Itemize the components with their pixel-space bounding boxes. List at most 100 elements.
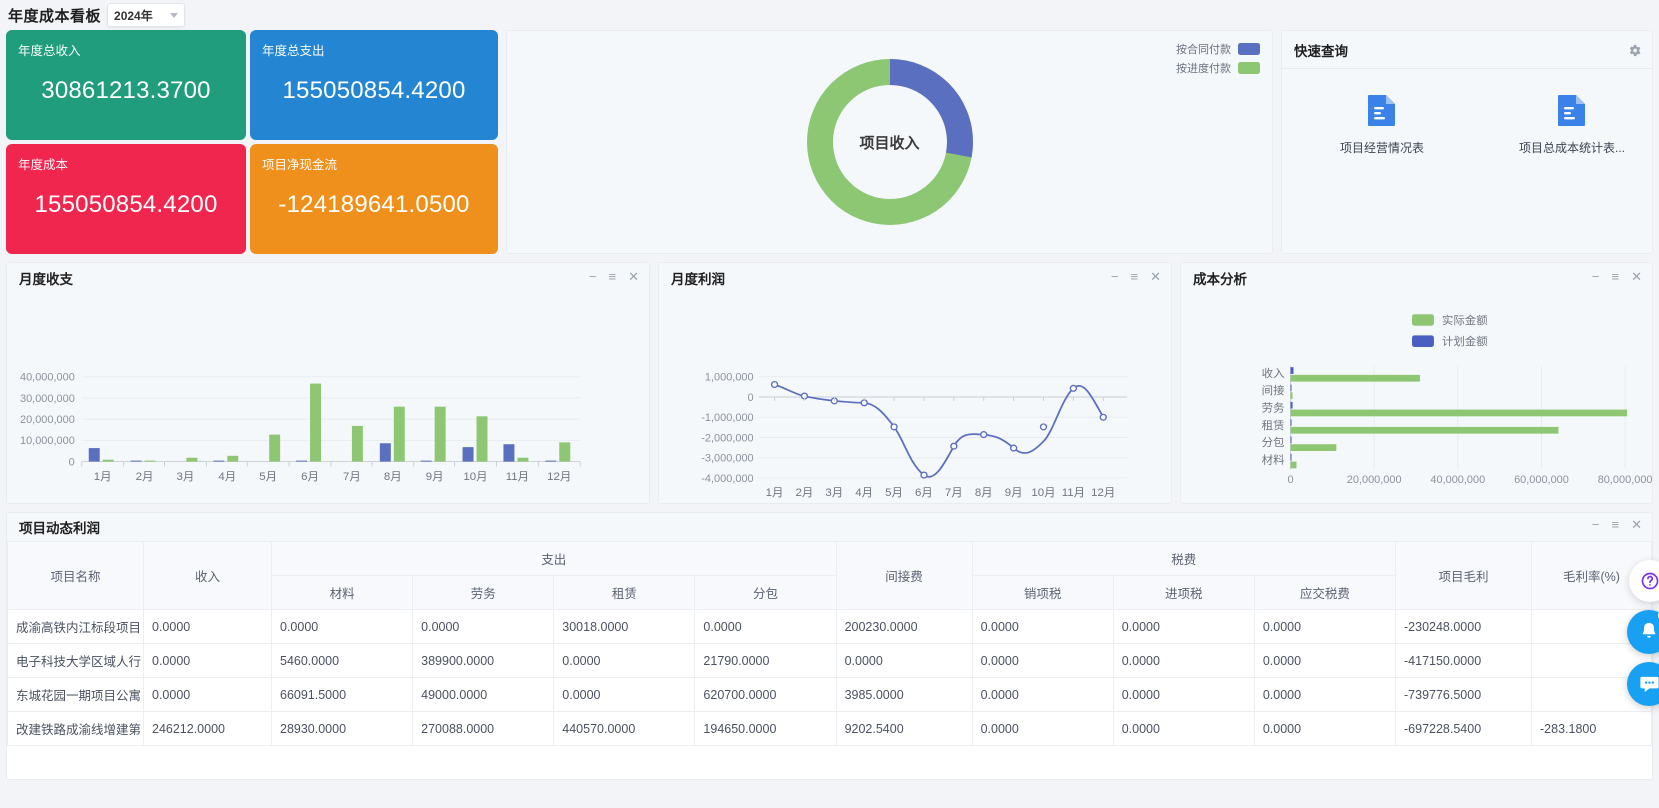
project-income-donut-panel: 按合同付款 按进度付款 项目收入 [506,30,1273,254]
svg-text:7月: 7月 [343,471,361,483]
quick-query-item-0[interactable]: 项目经营情况表 [1322,93,1442,156]
monthly-io-body: 40,000,000 30,000,000 20,000,000 10,000,… [7,293,649,503]
svg-text:8月: 8月 [384,471,402,483]
cell-labor: 49000.0000 [412,677,555,712]
profit-line-path [774,383,1105,478]
col-income[interactable]: 收入 [143,541,272,610]
col-input-tax[interactable]: 进项税 [1112,575,1255,610]
kpi-label: 年度成本 [18,158,69,172]
legend-item-progress[interactable]: 按进度付款 [1176,58,1260,77]
dynamic-profit-header: 项目动态利润 [7,513,1652,541]
svg-text:20,000,000: 20,000,000 [1347,474,1402,486]
svg-text:2月: 2月 [796,487,814,499]
monthly-io-header: 月度收支 [7,263,649,293]
cost-analysis-panel: 成本分析 − ≡ ✕ 实际金额 计划金额 [1180,262,1653,504]
quick-query-item-1[interactable]: 项目总成本统计表... [1512,93,1632,156]
minimize-icon[interactable]: − [1110,269,1119,284]
cell-project-name: 东城花园一期项目公寓 [7,677,144,712]
cell-income: 0.0000 [143,609,272,644]
menu-icon[interactable]: ≡ [1611,517,1620,532]
quick-query-item-label: 项目经营情况表 [1339,141,1424,155]
table-row[interactable]: 电子科技大学区域人行 0.0000 5460.0000 389900.0000 … [7,643,1652,678]
legend-swatch [1238,61,1260,74]
svg-text:4月: 4月 [855,487,873,499]
close-icon[interactable]: ✕ [628,269,639,284]
minimize-icon[interactable]: − [1591,269,1600,284]
gear-icon[interactable] [1627,43,1642,60]
table-row[interactable]: 改建铁路成渝线增建第 246212.0000 28930.0000 270088… [7,711,1652,746]
bell-icon[interactable] [1627,610,1659,654]
col-project-name[interactable]: 项目名称 [7,541,144,610]
donut-center-label: 项目收入 [859,134,920,152]
monthly-profit-chart[interactable]: 1,000,000 0 -1,000,000 -2,000,000 -3,000… [659,293,1171,503]
kpi-value: -124189641.0500 [278,191,470,218]
year-select[interactable]: 2024年 [107,3,186,27]
svg-text:8月: 8月 [975,487,993,499]
close-icon[interactable]: ✕ [1150,269,1161,284]
col-material[interactable]: 材料 [270,575,414,610]
quick-query-item-label: 项目总成本统计表... [1518,141,1625,155]
table-row[interactable]: 成渝高铁内江标段项目 0.0000 0.0000 0.0000 30018.00… [7,609,1652,644]
kpi-label: 年度总支出 [262,44,325,58]
quick-query-items: 项目经营情况表 项目总成本统计表... [1282,69,1652,156]
close-icon[interactable]: ✕ [1631,517,1642,532]
kpi-grid: 年度总收入 30861213.3700 年度总支出 155050854.4200… [6,30,498,254]
table-header: 项目名称 收入 支出 间接费 税费 项目毛利 毛利率(%) 材料 劳务 租赁 分… [7,541,1652,610]
panel-tools: − ≡ ✕ [1592,518,1642,531]
floating-widgets [1627,560,1659,706]
monthly-io-chart[interactable]: 40,000,000 30,000,000 20,000,000 10,000,… [7,293,649,503]
table-row[interactable]: 东城花园一期项目公寓 0.0000 66091.5000 49000.0000 … [7,677,1652,712]
kpi-card-annual-cost[interactable]: 年度成本 155050854.4200 [6,144,246,254]
cell-income: 0.0000 [143,643,272,678]
kpi-card-annual-expense[interactable]: 年度总支出 155050854.4200 [250,30,498,140]
cell-payable-tax: 0.0000 [1253,643,1397,678]
donut-slice-contract[interactable] [806,59,973,225]
dynamic-profit-title: 项目动态利润 [19,521,100,536]
panel-tools: − ≡ ✕ [1111,270,1161,283]
menu-icon[interactable]: ≡ [608,269,617,284]
quick-query-title: 快速查询 [1294,43,1348,59]
cell-input-tax: 0.0000 [1112,677,1255,712]
menu-icon[interactable]: ≡ [1611,269,1620,284]
kpi-value: 155050854.4200 [34,191,218,218]
col-subcontract[interactable]: 分包 [694,575,837,610]
col-group-tax: 税费 [971,541,1397,576]
svg-text:6月: 6月 [915,487,933,499]
svg-text:11月: 11月 [506,471,529,483]
cell-subcontract: 21790.0000 [694,643,837,678]
col-gross-profit[interactable]: 项目毛利 [1395,541,1532,610]
chat-bubble-icon[interactable] [1627,662,1659,706]
close-icon[interactable]: ✕ [1631,269,1642,284]
kpi-card-annual-income[interactable]: 年度总收入 30861213.3700 [6,30,246,140]
donut-chart: 项目收入 [507,31,1272,253]
cell-indirect: 9202.5400 [835,711,973,746]
col-payable-tax[interactable]: 应交税费 [1253,575,1397,610]
legend-item-contract[interactable]: 按合同付款 [1176,39,1260,58]
cost-analysis-chart[interactable]: 实际金额 计划金额 收入 间接 劳务 租赁 [1181,293,1652,503]
monthly-profit-title: 月度利润 [671,272,725,287]
svg-text:10月: 10月 [1031,487,1055,499]
col-labor[interactable]: 劳务 [412,575,555,610]
svg-text:分包: 分包 [1262,436,1285,449]
cell-material: 66091.5000 [270,677,414,712]
help-circle-icon[interactable] [1629,560,1659,602]
svg-text:3月: 3月 [825,487,843,499]
cell-material: 0.0000 [270,609,414,644]
svg-text:3月: 3月 [177,471,195,483]
svg-text:2月: 2月 [136,471,154,483]
svg-text:7月: 7月 [945,487,963,499]
cell-payable-tax: 0.0000 [1253,677,1397,712]
kpi-value: 30861213.3700 [41,77,211,104]
kpi-card-net-cashflow[interactable]: 项目净现金流 -124189641.0500 [250,144,498,254]
svg-text:20,000,000: 20,000,000 [20,414,75,426]
menu-icon[interactable]: ≡ [1130,269,1139,284]
col-output-tax[interactable]: 销项税 [971,575,1114,610]
col-indirect-fee[interactable]: 间接费 [835,541,973,610]
profit-line-points [770,380,1107,479]
col-lease[interactable]: 租赁 [553,575,696,610]
minimize-icon[interactable]: − [1591,517,1600,532]
cell-indirect: 3985.0000 [835,677,973,712]
minimize-icon[interactable]: − [588,269,597,284]
svg-text:12月: 12月 [1091,487,1115,499]
cell-lease: 0.0000 [553,677,696,712]
